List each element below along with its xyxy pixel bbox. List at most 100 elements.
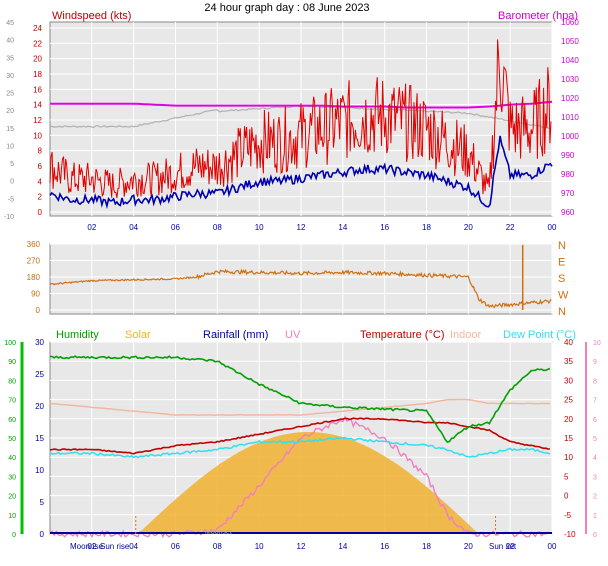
solar-area <box>133 432 490 534</box>
temp-tick: -10 <box>564 530 576 539</box>
uv-line <box>49 415 551 539</box>
chart-title: 24 hour graph day : 08 June 2023 <box>204 2 369 14</box>
humidity-tick: 60 <box>8 417 16 424</box>
dewpoint-line <box>49 436 551 459</box>
x-axis-ticks: 02 04 06 08 10 12 14 16 18 20 22 00 <box>87 542 557 551</box>
thermo-x-tick: 04 <box>129 542 138 551</box>
sunset-label: Sun set <box>489 542 517 551</box>
wind-tick-outer: -10 <box>4 214 14 221</box>
temp-tick: 35 <box>564 357 573 366</box>
temp-tick: 40 <box>564 338 573 347</box>
humidity-tick: 40 <box>8 455 16 462</box>
baro-tick: 970 <box>561 189 575 198</box>
legend-item: Temperature (°C) <box>360 329 444 341</box>
wind-tick-inner: 2 <box>38 193 43 202</box>
wind-tick-outer: 10 <box>6 143 14 150</box>
dir-tick: 0 <box>36 306 41 315</box>
humidity-tick: 100 <box>4 340 16 347</box>
wind-tick-inner: 6 <box>38 162 43 171</box>
thermo-x-tick: 10 <box>255 542 264 551</box>
wind-x-tick: 02 <box>87 223 96 232</box>
wind-tick-inner: 4 <box>38 177 43 186</box>
wind-tick-inner: 0 <box>38 208 43 217</box>
temp-tick: 25 <box>564 396 573 405</box>
uv-tick: 7 <box>593 398 597 405</box>
thermo-series <box>49 355 552 539</box>
rain-tick: 30 <box>35 338 44 347</box>
wind-tick-outer: -5 <box>8 196 14 203</box>
wind-x-tick: 10 <box>255 223 264 232</box>
temp-tick: -5 <box>564 511 572 520</box>
temp-tick: 0 <box>564 492 569 501</box>
uv-tick: 1 <box>593 513 597 520</box>
legend-item: Rainfall (mm) <box>203 329 268 341</box>
event-markers: Moonrise Moonset Sun rise Sun set <box>70 516 517 551</box>
uv-tick: 2 <box>593 494 597 501</box>
thermo-x-tick: 12 <box>297 542 306 551</box>
humidity-tick: 80 <box>8 378 16 385</box>
wind-tick-outer: 25 <box>6 91 14 98</box>
baro-tick: 1000 <box>561 132 579 141</box>
temp-tick: 30 <box>564 376 573 385</box>
baro-tick: 1010 <box>561 113 579 122</box>
baro-tick: 1020 <box>561 94 579 103</box>
legend: Humidity Solar Rainfall (mm) UV Temperature … <box>56 329 576 341</box>
wind-series <box>49 39 553 210</box>
thermo-x-tick: 08 <box>213 542 222 551</box>
humidity-tick: 70 <box>8 398 16 405</box>
uv-tick: 0 <box>593 532 597 539</box>
wind-x-tick: 00 <box>548 223 557 232</box>
moonset-label: Moonset <box>205 529 232 536</box>
baro-tick: 1050 <box>561 37 579 46</box>
moonrise-label: Moonrise <box>70 542 103 551</box>
dir-compass-tick: E <box>558 257 565 269</box>
wind-tick-inner: 22 <box>33 39 42 48</box>
humidity-tick: 50 <box>8 436 16 443</box>
sunrise-label: Sun rise <box>100 542 130 551</box>
thermo-x-tick: 18 <box>422 542 431 551</box>
dir-compass-tick: N <box>558 306 566 318</box>
wind-x-tick: 14 <box>338 223 347 232</box>
dir-compass-tick: S <box>558 273 565 285</box>
baro-tick: 980 <box>561 170 575 179</box>
windspeed-avg-line <box>49 135 553 210</box>
dir-tick: 90 <box>31 290 40 299</box>
wind-tick-inner: 14 <box>33 101 42 110</box>
wind-x-tick: 12 <box>297 223 306 232</box>
barometer-label: Barometer (hpa) <box>498 10 578 22</box>
wind-x-tick: 20 <box>464 223 473 232</box>
rain-tick: 0 <box>40 530 45 539</box>
wind-tick-inner: 10 <box>33 131 42 140</box>
wind-x-tick: 18 <box>422 223 431 232</box>
thermo-x-tick: 06 <box>171 542 180 551</box>
uv-tick: 6 <box>593 417 597 424</box>
rain-tick: 5 <box>40 498 45 507</box>
wind-tick-inner: 8 <box>38 147 43 156</box>
legend-item: Dew Point (°C) <box>503 329 576 341</box>
humidity-line <box>50 355 551 444</box>
temp-tick: 5 <box>564 472 569 481</box>
wind-direction-line <box>49 268 552 309</box>
thermo-axis-ticks: -10-505101520253035400102030405060708090… <box>4 338 601 539</box>
baro-tick: 960 <box>561 208 575 217</box>
rain-tick: 15 <box>35 434 44 443</box>
wind-x-tick: 04 <box>129 223 138 232</box>
dir-tick: 360 <box>27 240 41 249</box>
thermo-x-tick: 16 <box>380 542 389 551</box>
dir-compass-tick: W <box>558 290 569 302</box>
wind-tick-outer: 35 <box>6 55 14 62</box>
uv-tick: 3 <box>593 474 597 481</box>
baro-tick: 1060 <box>561 18 579 27</box>
wind-x-tick: 08 <box>213 223 222 232</box>
wind-x-tick: 16 <box>380 223 389 232</box>
wind-tick-outer: 30 <box>6 73 14 80</box>
humidity-tick: 10 <box>8 513 16 520</box>
dir-tick: 270 <box>27 257 41 266</box>
legend-item: Indoor <box>450 329 482 341</box>
indoor-temp-line <box>49 398 550 416</box>
humidity-tick: 30 <box>8 474 16 481</box>
wind-tick-outer: 40 <box>6 38 14 45</box>
uv-tick: 10 <box>593 340 601 347</box>
wind-x-tick: 22 <box>506 223 515 232</box>
